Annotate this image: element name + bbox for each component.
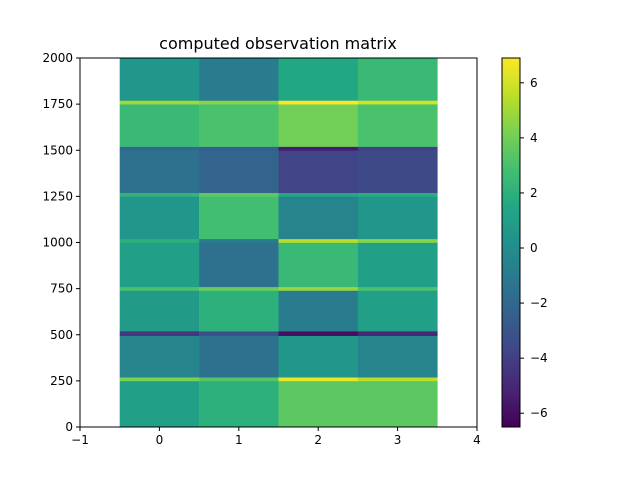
heatmap-cell [278, 146, 359, 151]
heatmap-cell [357, 335, 438, 378]
heatmap-cell [199, 335, 279, 378]
heatmap-cell [119, 192, 200, 197]
y-tick-label: 750 [50, 282, 73, 296]
heatmap-cell [199, 104, 279, 147]
heatmap-cell [357, 286, 438, 291]
heatmap-cell [119, 286, 200, 291]
colorbar-ticks: −6 −4 −2 0 2 4 6 [520, 76, 548, 420]
heatmap-cell [119, 100, 200, 105]
heatmap-cell [278, 335, 359, 378]
plot-frame [79, 57, 478, 428]
heatmap-cell [278, 331, 359, 336]
heatmap-cell [199, 150, 279, 193]
x-tick-label: 1 [235, 433, 243, 447]
x-tick-label: 0 [156, 433, 164, 447]
heatmap-cell [357, 242, 438, 288]
heatmap-cell [357, 196, 438, 240]
y-axis: 0 250 500 750 1000 1250 1500 1750 2000 [42, 51, 80, 434]
heatmap-cell [278, 238, 359, 243]
x-axis: −1 0 1 2 3 4 [71, 427, 481, 447]
colorbar: −6 −4 −2 0 2 4 6 [501, 57, 548, 428]
heatmap-cell [278, 100, 359, 105]
heatmap-cell [199, 290, 279, 332]
heatmap-cell [278, 150, 359, 193]
x-tick-label: 2 [314, 433, 322, 447]
heatmap-cell [119, 104, 200, 147]
heatmap-cell [357, 58, 438, 101]
heatmap-cell [199, 377, 279, 382]
colorbar-tick-label: 0 [530, 241, 538, 255]
x-tick-label: −1 [71, 433, 89, 447]
heatmap-cell [278, 104, 359, 147]
heatmap-cell [119, 290, 200, 332]
heatmap-cell [357, 331, 438, 336]
heatmap-cell [199, 238, 279, 243]
heatmap-cell [119, 238, 200, 243]
y-tick-label: 1250 [42, 189, 73, 203]
heatmap-cell [357, 150, 438, 193]
heatmap-cell [278, 58, 359, 101]
heatmap-cell [119, 146, 200, 151]
heatmap-cell [278, 377, 359, 382]
heatmap-cell [278, 290, 359, 332]
heatmap-cells [119, 58, 438, 428]
heatmap-cell [278, 242, 359, 288]
colorbar-tick-label: 4 [530, 131, 538, 145]
heatmap-cell [199, 196, 279, 240]
heatmap-cell [119, 380, 200, 428]
colorbar-tick-label: 2 [530, 186, 538, 200]
colorbar-tick-label: −2 [530, 296, 548, 310]
heatmap-cell [357, 192, 438, 197]
y-tick-label: 0 [65, 420, 73, 434]
heatmap-cell [278, 380, 359, 428]
y-tick-label: 250 [50, 374, 73, 388]
heatmap-cell [119, 58, 200, 101]
colorbar-tick-label: −4 [530, 351, 548, 365]
heatmap-cell [119, 377, 200, 382]
heatmap-cell [357, 100, 438, 105]
y-tick-label: 500 [50, 328, 73, 342]
heatmap-cell [357, 380, 438, 428]
heatmap-cell [199, 58, 279, 101]
x-tick-label: 3 [394, 433, 402, 447]
heatmap-cell [199, 380, 279, 428]
colorbar-tick-label: 6 [530, 76, 538, 90]
heatmap-cell [119, 242, 200, 288]
heatmap-cell [199, 146, 279, 151]
heatmap-cell [357, 104, 438, 147]
heatmap-cell [119, 196, 200, 240]
heatmap-cell [199, 192, 279, 197]
heatmap-cell [357, 238, 438, 243]
heatmap-cell [199, 331, 279, 336]
heatmap-cell [119, 331, 200, 336]
heatmap-cell [199, 286, 279, 291]
colorbar-tick-label: −6 [530, 406, 548, 420]
heatmap-cell [278, 286, 359, 291]
y-tick-label: 1750 [42, 97, 73, 111]
heatmap-cell [278, 196, 359, 240]
heatmap-cell [119, 150, 200, 193]
y-tick-label: 2000 [42, 51, 73, 65]
heatmap-cell [278, 192, 359, 197]
y-tick-label: 1500 [42, 143, 73, 157]
heatmap-cell [119, 335, 200, 378]
heatmap-cell [357, 146, 438, 151]
chart-title: computed observation matrix [159, 34, 397, 53]
x-tick-label: 4 [473, 433, 481, 447]
heatmap-cell [199, 242, 279, 288]
colorbar-gradient [501, 57, 521, 428]
heatmap-cell [199, 100, 279, 105]
heatmap-cell [357, 377, 438, 382]
y-tick-label: 1000 [42, 236, 73, 250]
heatmap-cell [357, 290, 438, 332]
